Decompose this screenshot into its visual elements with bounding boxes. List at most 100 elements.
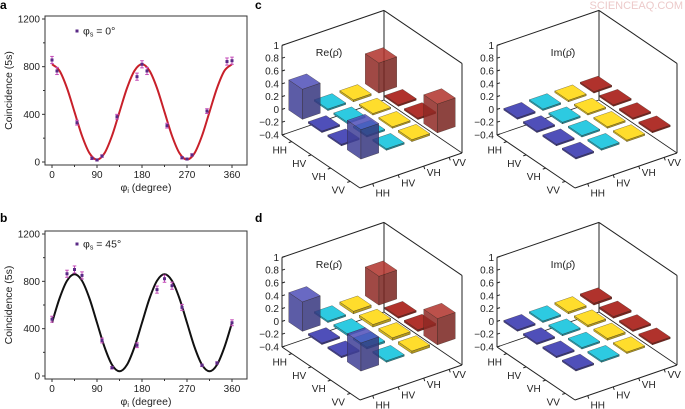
- col-tick-label: VH: [427, 168, 441, 179]
- bar-VV-HV: [587, 133, 620, 151]
- data-point: [205, 108, 209, 114]
- z-tick-label: −0.4: [259, 131, 279, 142]
- row-tick-label: VH: [312, 172, 326, 183]
- row-tick-mark: [542, 167, 546, 170]
- legend-subscript: s: [90, 245, 94, 252]
- z-tick-label: 0: [488, 105, 494, 116]
- bar-top-face: [307, 327, 341, 344]
- z-tick-label: −0.4: [259, 343, 279, 354]
- bar-top-face: [528, 305, 562, 322]
- bar-VH-HV: [567, 119, 601, 138]
- bar-top-face: [358, 308, 392, 325]
- plots-layer: 0 90 180 270 360 0 400 800 1200 Coincidence (5s) φ…: [3, 9, 682, 409]
- row-tick-label: HH: [488, 146, 502, 157]
- z-tick-label: 1: [488, 253, 494, 264]
- z-tick-mark: [496, 345, 501, 348]
- top-edge: [281, 221, 385, 258]
- col-tick-label: HV: [401, 178, 415, 189]
- bar-top-face: [339, 295, 372, 312]
- col-tick-mark: [448, 157, 451, 161]
- data-marker: [185, 157, 189, 161]
- bar-top-face: [288, 286, 321, 303]
- bar-VH-VH: [378, 111, 411, 129]
- data-marker: [225, 60, 229, 64]
- z-tick-mark: [496, 332, 501, 335]
- data-point: [165, 122, 169, 129]
- bar-top-face: [339, 84, 372, 101]
- x-tick-label: 270: [179, 170, 196, 181]
- bar-top-face: [288, 73, 321, 90]
- bar-HH-HV: [528, 93, 562, 112]
- z-tick-label: 0.2: [265, 92, 279, 103]
- panel-title: Re(ρ̂): [316, 259, 342, 271]
- bar-top-face: [567, 119, 601, 136]
- data-marker: [80, 273, 84, 277]
- bar-HV-VV: [384, 301, 417, 319]
- bar-VV-VH: [397, 335, 431, 355]
- col-tick-mark: [372, 183, 375, 187]
- data-point: [185, 157, 189, 161]
- bar-HH-VH: [339, 295, 372, 315]
- top-edge: [598, 9, 678, 64]
- bar-top-face: [612, 124, 646, 141]
- bar-top-face: [599, 89, 632, 106]
- chart-panel-a: 0 90 180 270 360 0 400 800 1200 Coincidence (5s) φ…: [3, 15, 248, 195]
- z-tick-label: 0.2: [480, 304, 494, 315]
- row-tick-label: VV: [547, 397, 561, 408]
- bar-VH-VH: [593, 322, 626, 341]
- bar-VV-VV: [638, 115, 671, 134]
- bar-VV-HH: [346, 327, 380, 372]
- z-tick-label: 0.2: [265, 304, 279, 315]
- row-tick-mark: [542, 379, 546, 382]
- row-tick-label: VV: [332, 397, 346, 408]
- data-point: [100, 154, 104, 158]
- legend-value: = 0°: [93, 26, 115, 38]
- data-marker: [205, 109, 209, 113]
- bar3d-panel-d-imag: 1 0.8 0.60.4 0.2 0 −0.2 −0.4 HH HV VH VV HH HV VH VV Im…: [474, 221, 681, 409]
- bar-VV-HV: [372, 345, 405, 363]
- z-tick-label: −0.2: [474, 330, 494, 341]
- z-tick-label: 0.2: [480, 92, 494, 103]
- row-tick-label: HV: [292, 371, 306, 382]
- data-point: [155, 285, 159, 294]
- data-marker: [50, 317, 54, 321]
- x-tick-label: 90: [91, 384, 103, 395]
- plot-frame: [44, 230, 248, 380]
- data-point: [110, 366, 114, 370]
- z-tick-label: 1: [273, 41, 279, 52]
- bar-VV-VV: [638, 327, 671, 346]
- row-tick-label: HH: [273, 358, 287, 369]
- row-tick-mark: [503, 141, 507, 144]
- data-marker: [230, 59, 234, 63]
- z-tick-mark: [281, 133, 286, 136]
- bar-VV-HH: [561, 353, 595, 372]
- bar-HV-VV: [599, 300, 632, 319]
- legend-symbol: φ: [83, 239, 90, 251]
- bar-top-face: [313, 93, 347, 110]
- col-tick-mark: [587, 395, 590, 399]
- y-tick-label: 0: [34, 372, 40, 383]
- bar-HV-VV: [599, 89, 632, 107]
- z-tick-label: 0.4: [480, 79, 494, 90]
- z-tick-mark: [496, 319, 501, 322]
- x-tick-label: 360: [224, 170, 241, 181]
- legend-label: φs = 0°: [83, 26, 115, 39]
- z-tick-mark: [281, 345, 286, 348]
- data-point: [80, 271, 84, 280]
- bar-HV-HV: [548, 106, 581, 125]
- col-tick-mark: [663, 157, 666, 161]
- x-tick-label: 90: [91, 170, 103, 181]
- bar-top-face: [397, 335, 431, 352]
- bar-VH-VH: [378, 322, 411, 341]
- col-tick-label: VV: [668, 158, 682, 169]
- col-tick-label: HH: [591, 401, 605, 409]
- data-marker: [155, 288, 159, 292]
- bar-top-face: [503, 102, 536, 119]
- col-tick-mark: [612, 174, 615, 179]
- data-point: [75, 119, 79, 126]
- bar-top-face: [573, 309, 607, 326]
- bar-top-face: [579, 75, 613, 92]
- x-tick-label: 180: [134, 170, 151, 181]
- data-marker: [95, 158, 99, 162]
- watermark: SCIENCEAQ.COM: [589, 0, 683, 12]
